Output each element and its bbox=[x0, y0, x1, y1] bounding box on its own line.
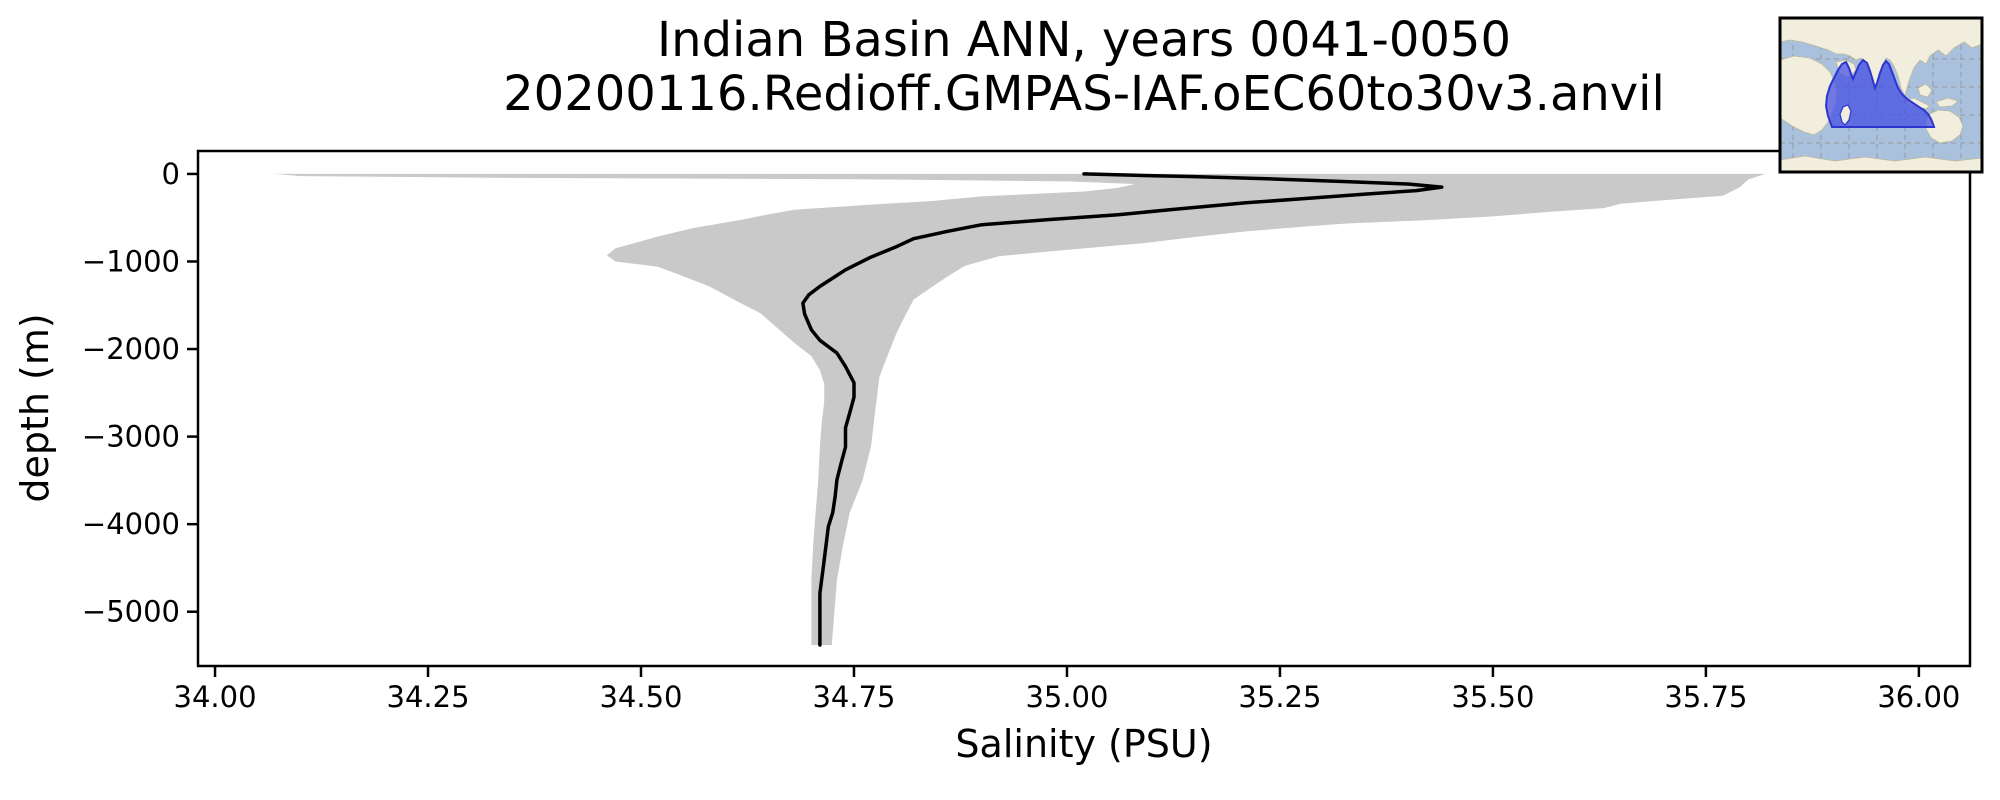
y-tick-label: −5000 bbox=[82, 595, 180, 629]
x-axis-ticks: 34.00 34.25 34.50 34.75 35.00 35.25 35.50 35.75… bbox=[174, 666, 1960, 714]
x-tick-label: 35.75 bbox=[1664, 680, 1747, 714]
map-inset bbox=[1778, 16, 1984, 174]
indian-basin-highlight bbox=[1824, 58, 1936, 128]
y-tick-label: 0 bbox=[162, 157, 180, 191]
land-madagascar bbox=[1839, 104, 1852, 126]
y-axis-ticks: 0 −1000 −2000 −3000 −4000 −5000 bbox=[82, 157, 198, 629]
x-tick-label: 34.25 bbox=[387, 680, 470, 714]
x-tick-label: 35.25 bbox=[1238, 680, 1321, 714]
y-tick-label: −2000 bbox=[82, 332, 180, 366]
x-tick-label: 36.00 bbox=[1877, 680, 1960, 714]
y-axis-label: depth (m) bbox=[13, 313, 57, 502]
y-tick-label: −3000 bbox=[82, 420, 180, 454]
land-borneo bbox=[1917, 83, 1933, 98]
x-tick-label: 34.75 bbox=[812, 680, 895, 714]
x-tick-label: 34.00 bbox=[174, 680, 257, 714]
chart-subtitle: 20200116.Redioff.GMPAS-IAF.oEC60to30v3.a… bbox=[503, 66, 1665, 122]
y-tick-label: −1000 bbox=[82, 244, 180, 278]
x-tick-label: 35.00 bbox=[1025, 680, 1108, 714]
land-eurasia bbox=[1779, 17, 1983, 98]
plot-frame bbox=[196, 149, 1972, 668]
x-tick-label: 35.50 bbox=[1451, 680, 1534, 714]
chart-title: Indian Basin ANN, years 0041-0050 bbox=[657, 12, 1511, 68]
inset-landmasses bbox=[1779, 17, 1983, 173]
inset-border bbox=[1778, 16, 1984, 174]
y-tick-label: −4000 bbox=[82, 507, 180, 541]
mean-salinity-line bbox=[801, 172, 1444, 647]
x-axis-label: Salinity (PSU) bbox=[955, 722, 1212, 766]
plot-area: 34.00 34.25 34.50 34.75 35.00 35.25 35.50 35.75… bbox=[82, 149, 1972, 714]
x-tick-label: 34.50 bbox=[599, 680, 682, 714]
land-new-guinea bbox=[1935, 97, 1959, 108]
